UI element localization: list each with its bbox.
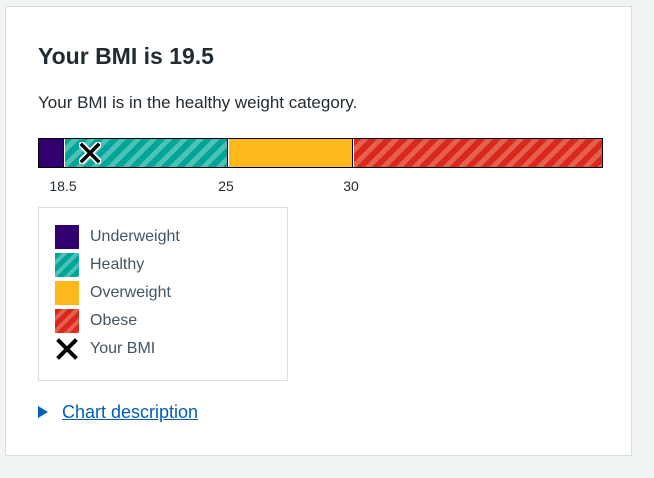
page-title: Your BMI is 19.5 — [38, 43, 214, 69]
legend-label: Underweight — [90, 228, 180, 245]
disclosure-triangle-icon — [38, 406, 48, 418]
legend-item-overweight: Overweight — [55, 279, 287, 307]
legend-label: Overweight — [90, 284, 171, 301]
legend-item-underweight: Underweight — [55, 223, 287, 251]
overweight-swatch-icon — [55, 281, 79, 305]
bmi-result-card: Your BMI is 19.5 Your BMI is in the heal… — [5, 6, 632, 456]
legend-item-obese: Obese — [55, 307, 287, 335]
tick-label-18-5: 18.5 — [49, 178, 77, 194]
overweight-segment — [227, 139, 352, 167]
bmi-summary: Your BMI is in the healthy weight catego… — [38, 93, 358, 112]
healthy-swatch-icon — [55, 253, 79, 277]
legend-item-healthy: Healthy — [55, 251, 287, 279]
legend-label: Healthy — [90, 256, 145, 273]
tick-label-30: 30 — [343, 178, 359, 194]
tick-label-25: 25 — [218, 178, 234, 194]
chart-description-link[interactable]: Chart description — [62, 402, 199, 422]
legend-label: Your BMI — [90, 340, 156, 357]
chart-description-toggle[interactable]: Chart description — [38, 400, 198, 424]
underweight-segment — [39, 139, 63, 167]
obese-segment — [352, 139, 602, 167]
cross-icon — [55, 337, 79, 361]
obese-swatch-icon — [55, 309, 79, 333]
chart-legend: Underweight Healthy Overweight Obese You… — [38, 207, 288, 381]
legend-label: Obese — [90, 312, 138, 329]
legend-item-your-bmi: Your BMI — [55, 335, 287, 363]
underweight-swatch-icon — [55, 225, 79, 249]
your-bmi-marker-icon — [79, 142, 101, 164]
bmi-scale-bar — [38, 138, 603, 168]
